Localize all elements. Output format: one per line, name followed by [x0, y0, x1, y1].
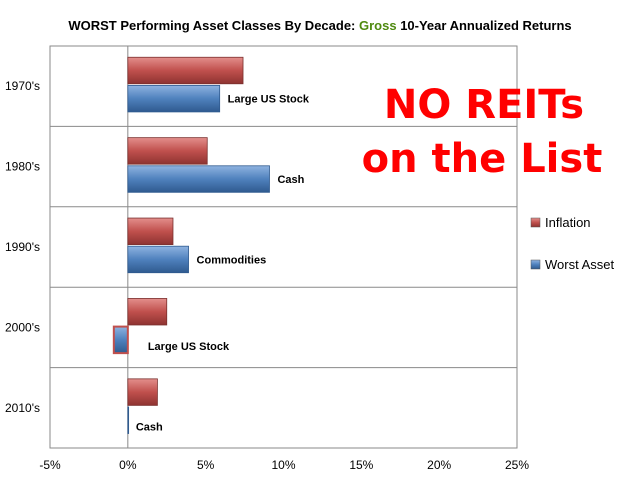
legend-label-inflation: Inflation	[545, 215, 591, 230]
bars-group	[112, 56, 270, 434]
category-labels: 1970's 1980's 1990's 2000's 2010's	[5, 79, 40, 415]
bar-annotation: Large US Stock	[148, 341, 230, 353]
x-tick-label: 10%	[271, 458, 295, 472]
overlay-callout: NO REITs on the List	[362, 82, 603, 182]
category-label: 2000's	[5, 320, 40, 334]
bar-annotation: Cash	[277, 174, 304, 186]
bar-worst-asset-1990-s	[127, 245, 189, 274]
bar-annotation: Cash	[136, 421, 163, 433]
chart-title-part: WORST Performing Asset Classes By Decade…	[68, 18, 359, 33]
bar-worst-asset-2000-s	[112, 325, 129, 355]
legend-swatch-inflation	[530, 217, 541, 228]
bar-inflation-1990-s	[127, 217, 174, 245]
bar-inflation-2010-s	[127, 378, 158, 406]
bar-inflation-1970-s	[127, 56, 244, 85]
bar-annotation: Large US Stock	[228, 94, 310, 106]
bar-inflation-2000-s	[127, 298, 168, 326]
legend-label-worst-asset: Worst Asset	[545, 257, 615, 272]
bar-worst-asset-1980-s	[127, 165, 270, 193]
x-tick-label: -5%	[39, 458, 61, 472]
category-label: 2010's	[5, 401, 40, 415]
bar-worst-asset-2010-s	[127, 406, 130, 434]
category-label: 1980's	[5, 160, 40, 174]
legend-swatch-worst-asset	[530, 259, 541, 270]
x-tick-label: 5%	[197, 458, 215, 472]
chart-title: WORST Performing Asset Classes By Decade…	[68, 18, 571, 33]
bar-inflation-1980-s	[127, 137, 208, 165]
x-axis-ticks: -5% 0% 5% 10% 15% 20% 25%	[39, 458, 529, 472]
x-tick-label: 25%	[505, 458, 529, 472]
x-tick-label: 20%	[427, 458, 451, 472]
overlay-text-line: on the List	[362, 136, 603, 182]
chart-title-part: Gross	[359, 18, 397, 33]
chart-title-part: 10-Year Annualized Returns	[397, 18, 572, 33]
bar-annotation: Commodities	[197, 254, 267, 266]
x-tick-label: 0%	[119, 458, 137, 472]
bar-annotations: Large US Stock Cash Commodities Large US St…	[136, 94, 310, 434]
legend: Inflation Worst Asset	[530, 215, 615, 272]
x-tick-label: 15%	[349, 458, 373, 472]
bar-worst-asset-1970-s	[127, 84, 221, 113]
overlay-text-line: NO REITs	[384, 82, 584, 128]
category-label: 1970's	[5, 79, 40, 93]
category-label: 1990's	[5, 240, 40, 254]
